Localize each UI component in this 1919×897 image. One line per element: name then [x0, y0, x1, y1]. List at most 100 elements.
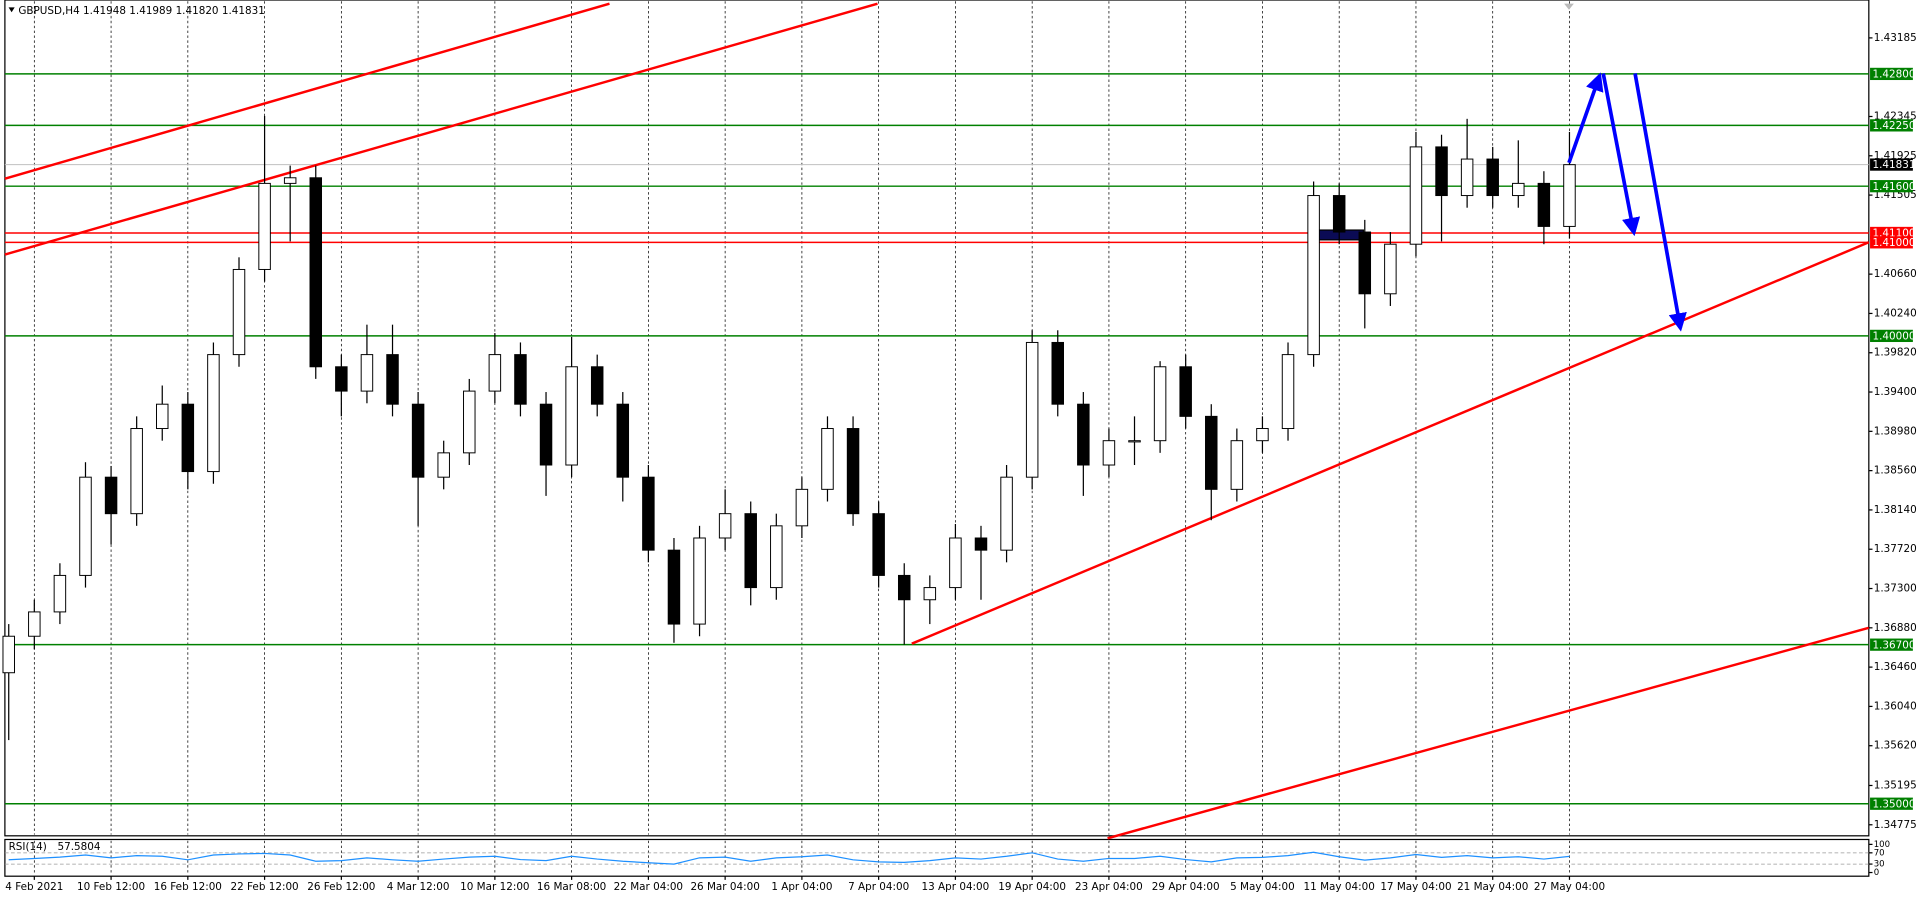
candle-body [309, 177, 323, 368]
candle-body [1077, 403, 1090, 466]
x-tick-label: 5 May 04:00 [1230, 881, 1295, 893]
candle-body [53, 574, 67, 613]
candle-body [565, 366, 578, 466]
shift-marker [1564, 3, 1574, 10]
candle-body [335, 366, 348, 392]
plot-frame [4, 0, 1870, 837]
price-label: 1.35000 [1872, 798, 1915, 810]
x-tick-label: 22 Mar 04:00 [614, 881, 683, 893]
y-tick-label: 1.34775 [1874, 819, 1917, 831]
candle-body [1230, 440, 1244, 490]
x-tick-label: 23 Apr 04:00 [1075, 881, 1143, 893]
y-tick-label: 1.36880 [1874, 622, 1917, 634]
price-label-box [1870, 226, 1913, 240]
y-tick-label: 1.35195 [1874, 779, 1917, 791]
trend-line [911, 241, 1870, 645]
x-tick-label: 4 Feb 2021 [5, 881, 63, 893]
candle-body [1460, 158, 1474, 197]
trend-line [4, 2, 610, 180]
price-label-box [1870, 67, 1913, 81]
candle-body [104, 476, 118, 515]
candle-body [232, 268, 246, 356]
candle-body [463, 390, 476, 454]
x-tick-label: 11 May 04:00 [1304, 881, 1375, 893]
candle-body [130, 428, 143, 515]
y-tick-label: 1.42345 [1874, 110, 1917, 122]
candle-body [846, 428, 860, 515]
price-label-box [1870, 119, 1913, 132]
candle-body [1486, 158, 1499, 197]
candle-body [897, 574, 911, 601]
candle-body [1256, 428, 1269, 442]
y-tick-label: 1.43185 [1874, 32, 1917, 44]
menu-triangle [8, 7, 15, 13]
candle-body [1000, 476, 1013, 551]
candle-body [821, 428, 834, 490]
x-tick-label: 27 May 04:00 [1534, 881, 1605, 893]
candle-body [411, 403, 425, 478]
x-tick-label: 10 Feb 12:00 [77, 881, 145, 893]
x-tick-label: 1 Apr 04:00 [771, 881, 832, 893]
y-tick-label: 1.41925 [1874, 150, 1917, 162]
rsi-tick-label: 70 [1874, 848, 1885, 858]
candle-body [616, 403, 630, 478]
x-tick-label: 17 May 04:00 [1380, 881, 1451, 893]
rsi-line [8, 851, 1570, 865]
y-tick-label: 1.38980 [1874, 425, 1917, 437]
candle-body [1025, 341, 1039, 478]
candle-body [1435, 146, 1448, 197]
candle-body [437, 452, 450, 478]
price-label: 1.42800 [1872, 69, 1915, 81]
rsi-value: 57.5804 [58, 841, 101, 853]
candle-body [693, 537, 706, 625]
candle-body [770, 525, 783, 589]
price-label-box [1870, 236, 1913, 249]
y-tick-label: 1.35620 [1874, 740, 1917, 752]
candle-body [207, 354, 220, 473]
candle-body [642, 476, 655, 551]
candle-body [2, 635, 15, 674]
candle-body [974, 537, 988, 551]
y-tick-label: 1.39400 [1874, 386, 1917, 398]
x-tick-label: 26 Feb 12:00 [307, 881, 375, 893]
y-tick-label: 1.37720 [1874, 543, 1917, 555]
x-tick-label: 7 Apr 04:00 [848, 881, 909, 893]
y-tick-label: 1.38140 [1874, 504, 1917, 516]
candle-body [1128, 440, 1141, 443]
y-tick-label: 1.40240 [1874, 307, 1917, 319]
candle-body [1512, 182, 1525, 197]
rsi-tick-label: 100 [1874, 840, 1890, 850]
candle-body [1358, 231, 1372, 295]
forecast-arrow [1567, 72, 1604, 164]
y-tick-label: 1.41505 [1874, 189, 1917, 201]
price-label: 1.42250 [1872, 120, 1915, 132]
y-tick-label: 1.37300 [1874, 583, 1917, 595]
candle-body [667, 549, 681, 625]
forecast-arrow [1633, 73, 1687, 332]
candle-body [514, 354, 527, 405]
rsi-name: RSI(14) [9, 841, 47, 853]
price-label: 1.41100 [1872, 228, 1915, 240]
candle-body [718, 513, 732, 539]
candle-body [386, 354, 399, 405]
x-tick-label: 13 Apr 04:00 [922, 881, 990, 893]
price-label: 1.41831 [1872, 159, 1915, 171]
candle-body [872, 513, 885, 576]
candle-body [1537, 182, 1551, 227]
candle-body [1563, 164, 1576, 227]
forecast-arrow [1601, 73, 1641, 237]
price-label-box [1870, 158, 1913, 171]
trend-line [4, 2, 878, 256]
candle-body [28, 611, 41, 637]
y-tick-label: 1.38560 [1874, 465, 1917, 477]
candle-body [488, 354, 502, 392]
candle-body [1051, 341, 1064, 405]
candle-body [1205, 415, 1218, 490]
candle-body [590, 366, 604, 405]
candle-body [949, 537, 962, 589]
candle-body [181, 403, 195, 473]
candle-body [1281, 354, 1295, 430]
candle-body [795, 488, 809, 527]
candle-body [1179, 366, 1192, 417]
